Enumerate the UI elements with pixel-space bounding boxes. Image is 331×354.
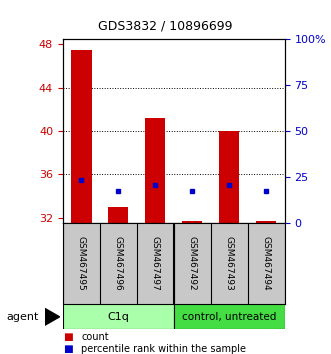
Text: GSM467494: GSM467494 [262, 236, 271, 291]
Text: agent: agent [7, 312, 39, 322]
Bar [145, 118, 166, 223]
Bar [219, 131, 239, 223]
Bar [71, 50, 92, 223]
Text: C1q: C1q [107, 312, 129, 322]
Text: ■: ■ [63, 332, 72, 342]
Text: GSM467495: GSM467495 [77, 236, 86, 291]
Bar [256, 221, 276, 223]
Text: ■: ■ [63, 344, 72, 354]
Bar [108, 207, 128, 223]
Bar [182, 221, 203, 223]
Text: GSM467497: GSM467497 [151, 236, 160, 291]
Text: count: count [81, 332, 109, 342]
Text: GSM467492: GSM467492 [188, 236, 197, 291]
Text: percentile rank within the sample: percentile rank within the sample [81, 344, 246, 354]
Text: control, untreated: control, untreated [182, 312, 276, 322]
Text: GDS3832 / 10896699: GDS3832 / 10896699 [98, 19, 233, 33]
Bar [174, 304, 285, 329]
Bar [63, 304, 174, 329]
Text: GSM467496: GSM467496 [114, 236, 123, 291]
Text: GSM467493: GSM467493 [225, 236, 234, 291]
Polygon shape [45, 308, 60, 325]
